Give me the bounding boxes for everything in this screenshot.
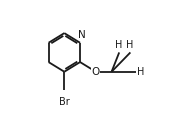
Text: N: N (78, 30, 85, 40)
Text: H: H (126, 40, 134, 50)
Text: Br: Br (59, 97, 70, 107)
Text: H: H (115, 40, 122, 50)
Text: O: O (92, 67, 100, 77)
Text: H: H (137, 67, 145, 77)
